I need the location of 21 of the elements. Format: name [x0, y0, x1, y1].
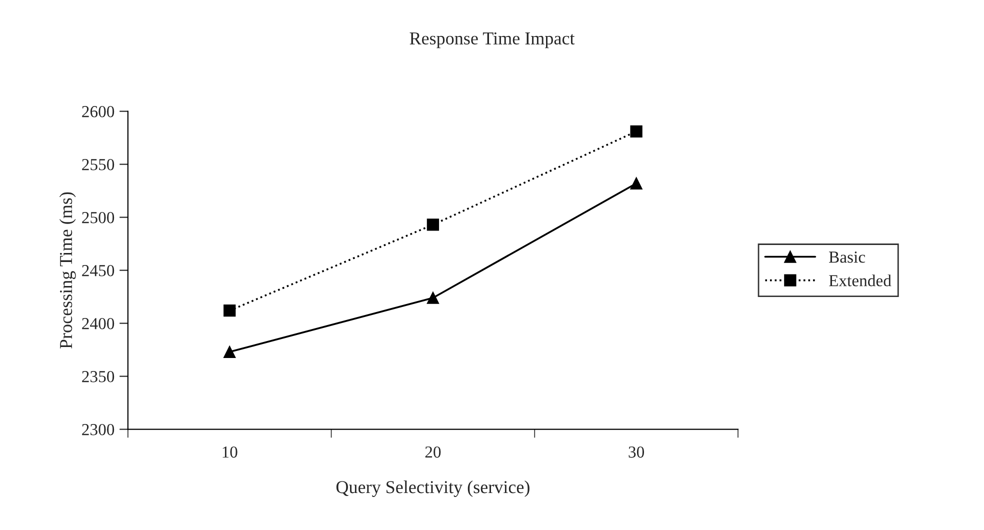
point: [426, 292, 440, 304]
x-tick-label: 30: [628, 446, 644, 458]
legend-label: Basic: [829, 252, 866, 263]
legend-label: Extended: [829, 274, 892, 286]
x-tick-label: 20: [425, 446, 441, 458]
y-tick-label: 2600: [82, 106, 114, 118]
y-tick-label: 2500: [82, 212, 114, 224]
point: [224, 346, 236, 358]
point: [224, 304, 236, 317]
point: [630, 125, 642, 138]
point: [426, 218, 440, 231]
x-axis-title: Query Selectivity (service): [336, 480, 530, 497]
chart-title: Response Time Impact: [410, 32, 575, 48]
y-tick-label: 2350: [82, 371, 114, 382]
x-tick-label: 10: [222, 446, 238, 458]
y-tick-label: 2450: [82, 265, 114, 276]
y-axis-title: Processing Time (ms): [59, 192, 76, 349]
y-tick-label: 2550: [82, 159, 114, 170]
y-tick-label: 2300: [82, 424, 114, 436]
point: [630, 177, 642, 190]
y-tick-label: 2400: [82, 318, 114, 330]
